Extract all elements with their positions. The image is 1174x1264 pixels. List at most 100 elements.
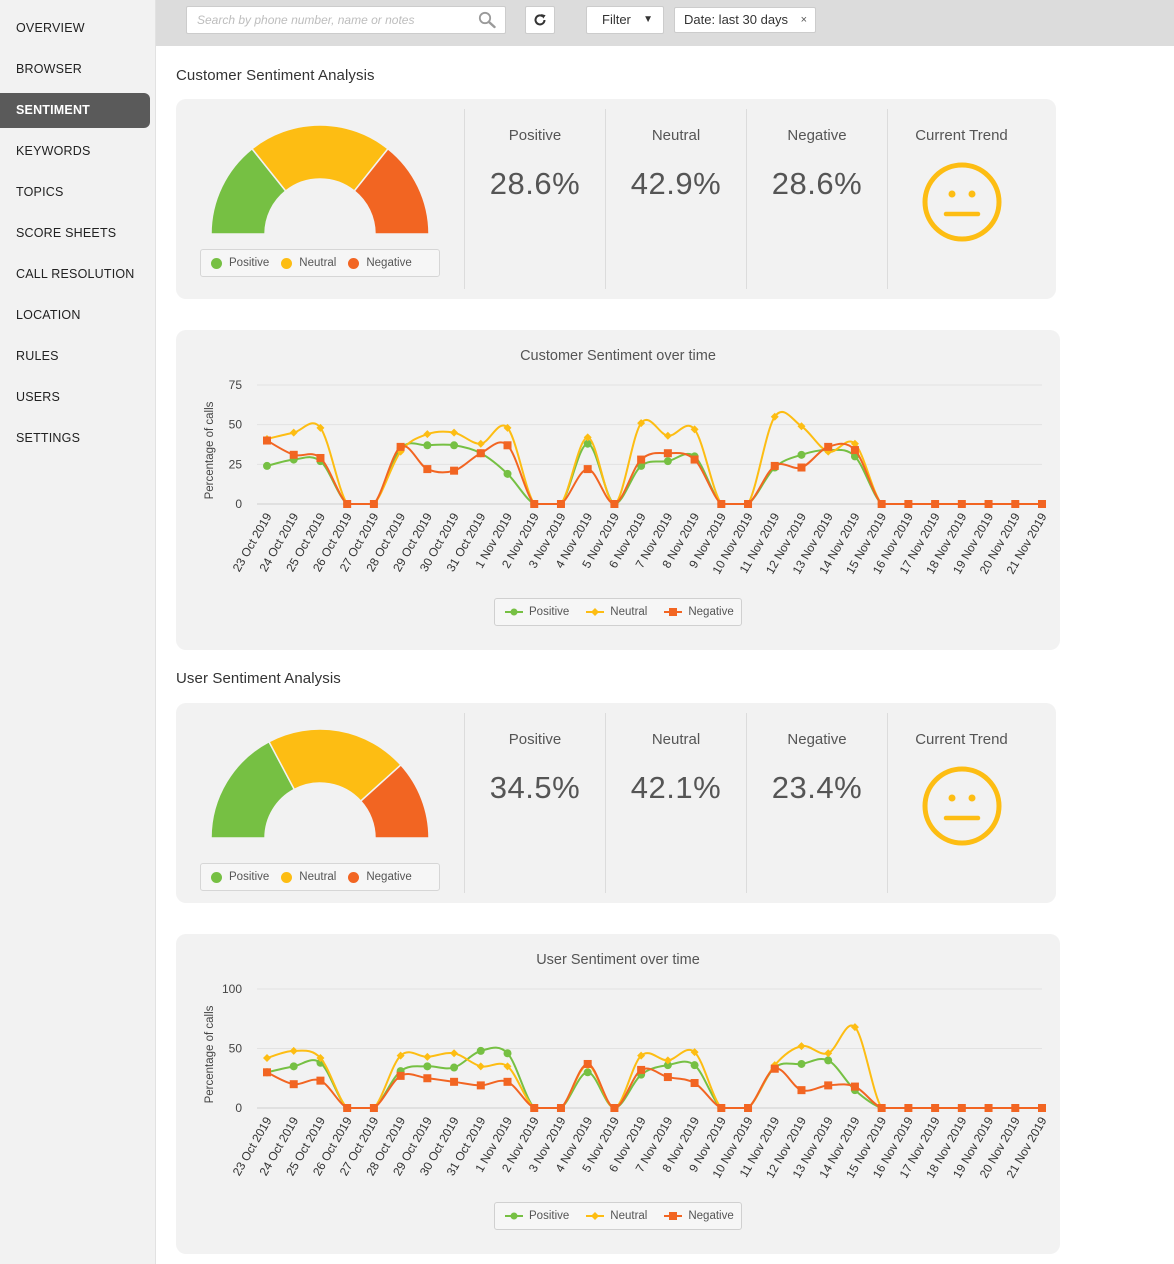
data-point-negative[interactable] (957, 1104, 966, 1112)
sidebar-item-call-resolution[interactable]: CALL RESOLUTION (16, 267, 135, 281)
data-point-neutral[interactable] (583, 433, 592, 442)
data-point-negative[interactable] (824, 1081, 833, 1090)
data-point-negative[interactable] (770, 1064, 779, 1073)
data-point-negative[interactable] (556, 500, 565, 508)
data-point-neutral[interactable] (450, 1049, 459, 1058)
search-input[interactable] (186, 6, 506, 34)
data-point-negative[interactable] (797, 1086, 806, 1095)
data-point-negative[interactable] (717, 1104, 726, 1112)
data-point-neutral[interactable] (637, 419, 646, 428)
data-point-neutral[interactable] (476, 439, 485, 448)
legend-item-positive[interactable]: Positive (505, 606, 569, 618)
data-point-positive[interactable] (663, 457, 672, 466)
filter-dropdown[interactable]: Filter ▼ (586, 6, 664, 34)
data-point-negative[interactable] (476, 449, 485, 458)
sidebar-item-users[interactable]: USERS (16, 390, 61, 404)
data-point-negative[interactable] (824, 442, 833, 451)
data-point-negative[interactable] (663, 449, 672, 458)
data-point-neutral[interactable] (289, 1046, 298, 1055)
data-point-neutral[interactable] (423, 1052, 432, 1061)
data-point-negative[interactable] (877, 1104, 886, 1112)
sidebar-item-rules[interactable]: RULES (16, 349, 59, 363)
sidebar-item-overview[interactable]: OVERVIEW (16, 21, 85, 35)
data-point-negative[interactable] (423, 465, 432, 474)
legend-item-negative[interactable]: Negative (664, 606, 734, 618)
data-point-negative[interactable] (904, 1104, 913, 1112)
data-point-negative[interactable] (797, 463, 806, 472)
data-point-negative[interactable] (263, 1068, 271, 1077)
sidebar-item-sentiment[interactable]: SENTIMENT (0, 93, 150, 128)
data-point-negative[interactable] (556, 1104, 565, 1112)
data-point-negative[interactable] (289, 1080, 298, 1089)
data-point-negative[interactable] (957, 500, 966, 508)
data-point-positive[interactable] (263, 461, 271, 470)
data-point-negative[interactable] (637, 1065, 646, 1074)
data-point-neutral[interactable] (850, 439, 859, 448)
data-point-negative[interactable] (931, 500, 940, 508)
data-point-negative[interactable] (396, 1071, 405, 1080)
close-icon[interactable]: × (800, 14, 807, 26)
data-point-positive[interactable] (450, 441, 459, 450)
data-point-positive[interactable] (637, 461, 646, 470)
data-point-negative[interactable] (637, 455, 646, 464)
data-point-positive[interactable] (797, 1059, 806, 1068)
data-point-negative[interactable] (984, 500, 993, 508)
data-point-neutral[interactable] (263, 1054, 271, 1063)
sidebar-item-keywords[interactable]: KEYWORDS (16, 144, 91, 158)
data-point-neutral[interactable] (423, 430, 432, 439)
data-point-neutral[interactable] (637, 1051, 646, 1060)
sidebar-item-location[interactable]: LOCATION (16, 308, 81, 322)
sidebar-item-settings[interactable]: SETTINGS (16, 431, 81, 445)
data-point-neutral[interactable] (824, 1049, 833, 1058)
data-point-neutral[interactable] (690, 425, 699, 434)
data-point-positive[interactable] (503, 1049, 512, 1058)
data-point-negative[interactable] (984, 1104, 993, 1112)
data-point-negative[interactable] (610, 500, 619, 508)
data-point-negative[interactable] (663, 1073, 672, 1082)
data-point-negative[interactable] (343, 1104, 352, 1112)
data-point-negative[interactable] (690, 455, 699, 464)
data-point-positive[interactable] (690, 1061, 699, 1070)
data-point-positive[interactable] (423, 441, 432, 450)
data-point-positive[interactable] (423, 1062, 432, 1071)
data-point-neutral[interactable] (663, 431, 672, 440)
data-point-negative[interactable] (503, 1077, 512, 1086)
data-point-negative[interactable] (744, 1104, 753, 1112)
data-point-negative[interactable] (744, 500, 753, 508)
data-point-negative[interactable] (770, 461, 779, 470)
data-point-negative[interactable] (530, 1104, 539, 1112)
data-point-negative[interactable] (583, 465, 592, 474)
data-point-positive[interactable] (583, 439, 592, 448)
data-point-neutral[interactable] (690, 1048, 699, 1057)
data-point-positive[interactable] (824, 1056, 833, 1065)
sidebar-item-browser[interactable]: BROWSER (16, 62, 82, 76)
data-point-negative[interactable] (316, 453, 325, 462)
data-point-negative[interactable] (1038, 500, 1046, 508)
data-point-negative[interactable] (877, 500, 886, 508)
data-point-neutral[interactable] (476, 1062, 485, 1071)
data-point-neutral[interactable] (396, 1051, 405, 1060)
data-point-negative[interactable] (289, 450, 298, 459)
data-point-positive[interactable] (289, 1062, 298, 1071)
legend-item-neutral[interactable]: Neutral (586, 1210, 647, 1222)
data-point-negative[interactable] (1011, 500, 1020, 508)
data-point-negative[interactable] (263, 436, 271, 445)
data-point-negative[interactable] (396, 442, 405, 451)
data-point-negative[interactable] (583, 1059, 592, 1068)
data-point-positive[interactable] (663, 1061, 672, 1070)
data-point-negative[interactable] (343, 500, 352, 508)
data-point-negative[interactable] (904, 500, 913, 508)
data-point-positive[interactable] (450, 1063, 459, 1072)
data-point-negative[interactable] (1011, 1104, 1020, 1112)
search-icon[interactable] (478, 11, 496, 29)
data-point-positive[interactable] (503, 469, 512, 478)
sidebar-item-score-sheets[interactable]: SCORE SHEETS (16, 226, 117, 240)
data-point-negative[interactable] (369, 500, 378, 508)
data-point-negative[interactable] (316, 1076, 325, 1085)
sidebar-item-topics[interactable]: TOPICS (16, 185, 64, 199)
data-point-negative[interactable] (610, 1104, 619, 1112)
data-point-neutral[interactable] (503, 423, 512, 432)
data-point-negative[interactable] (369, 1104, 378, 1112)
data-point-negative[interactable] (530, 500, 539, 508)
data-point-neutral[interactable] (797, 1042, 806, 1051)
